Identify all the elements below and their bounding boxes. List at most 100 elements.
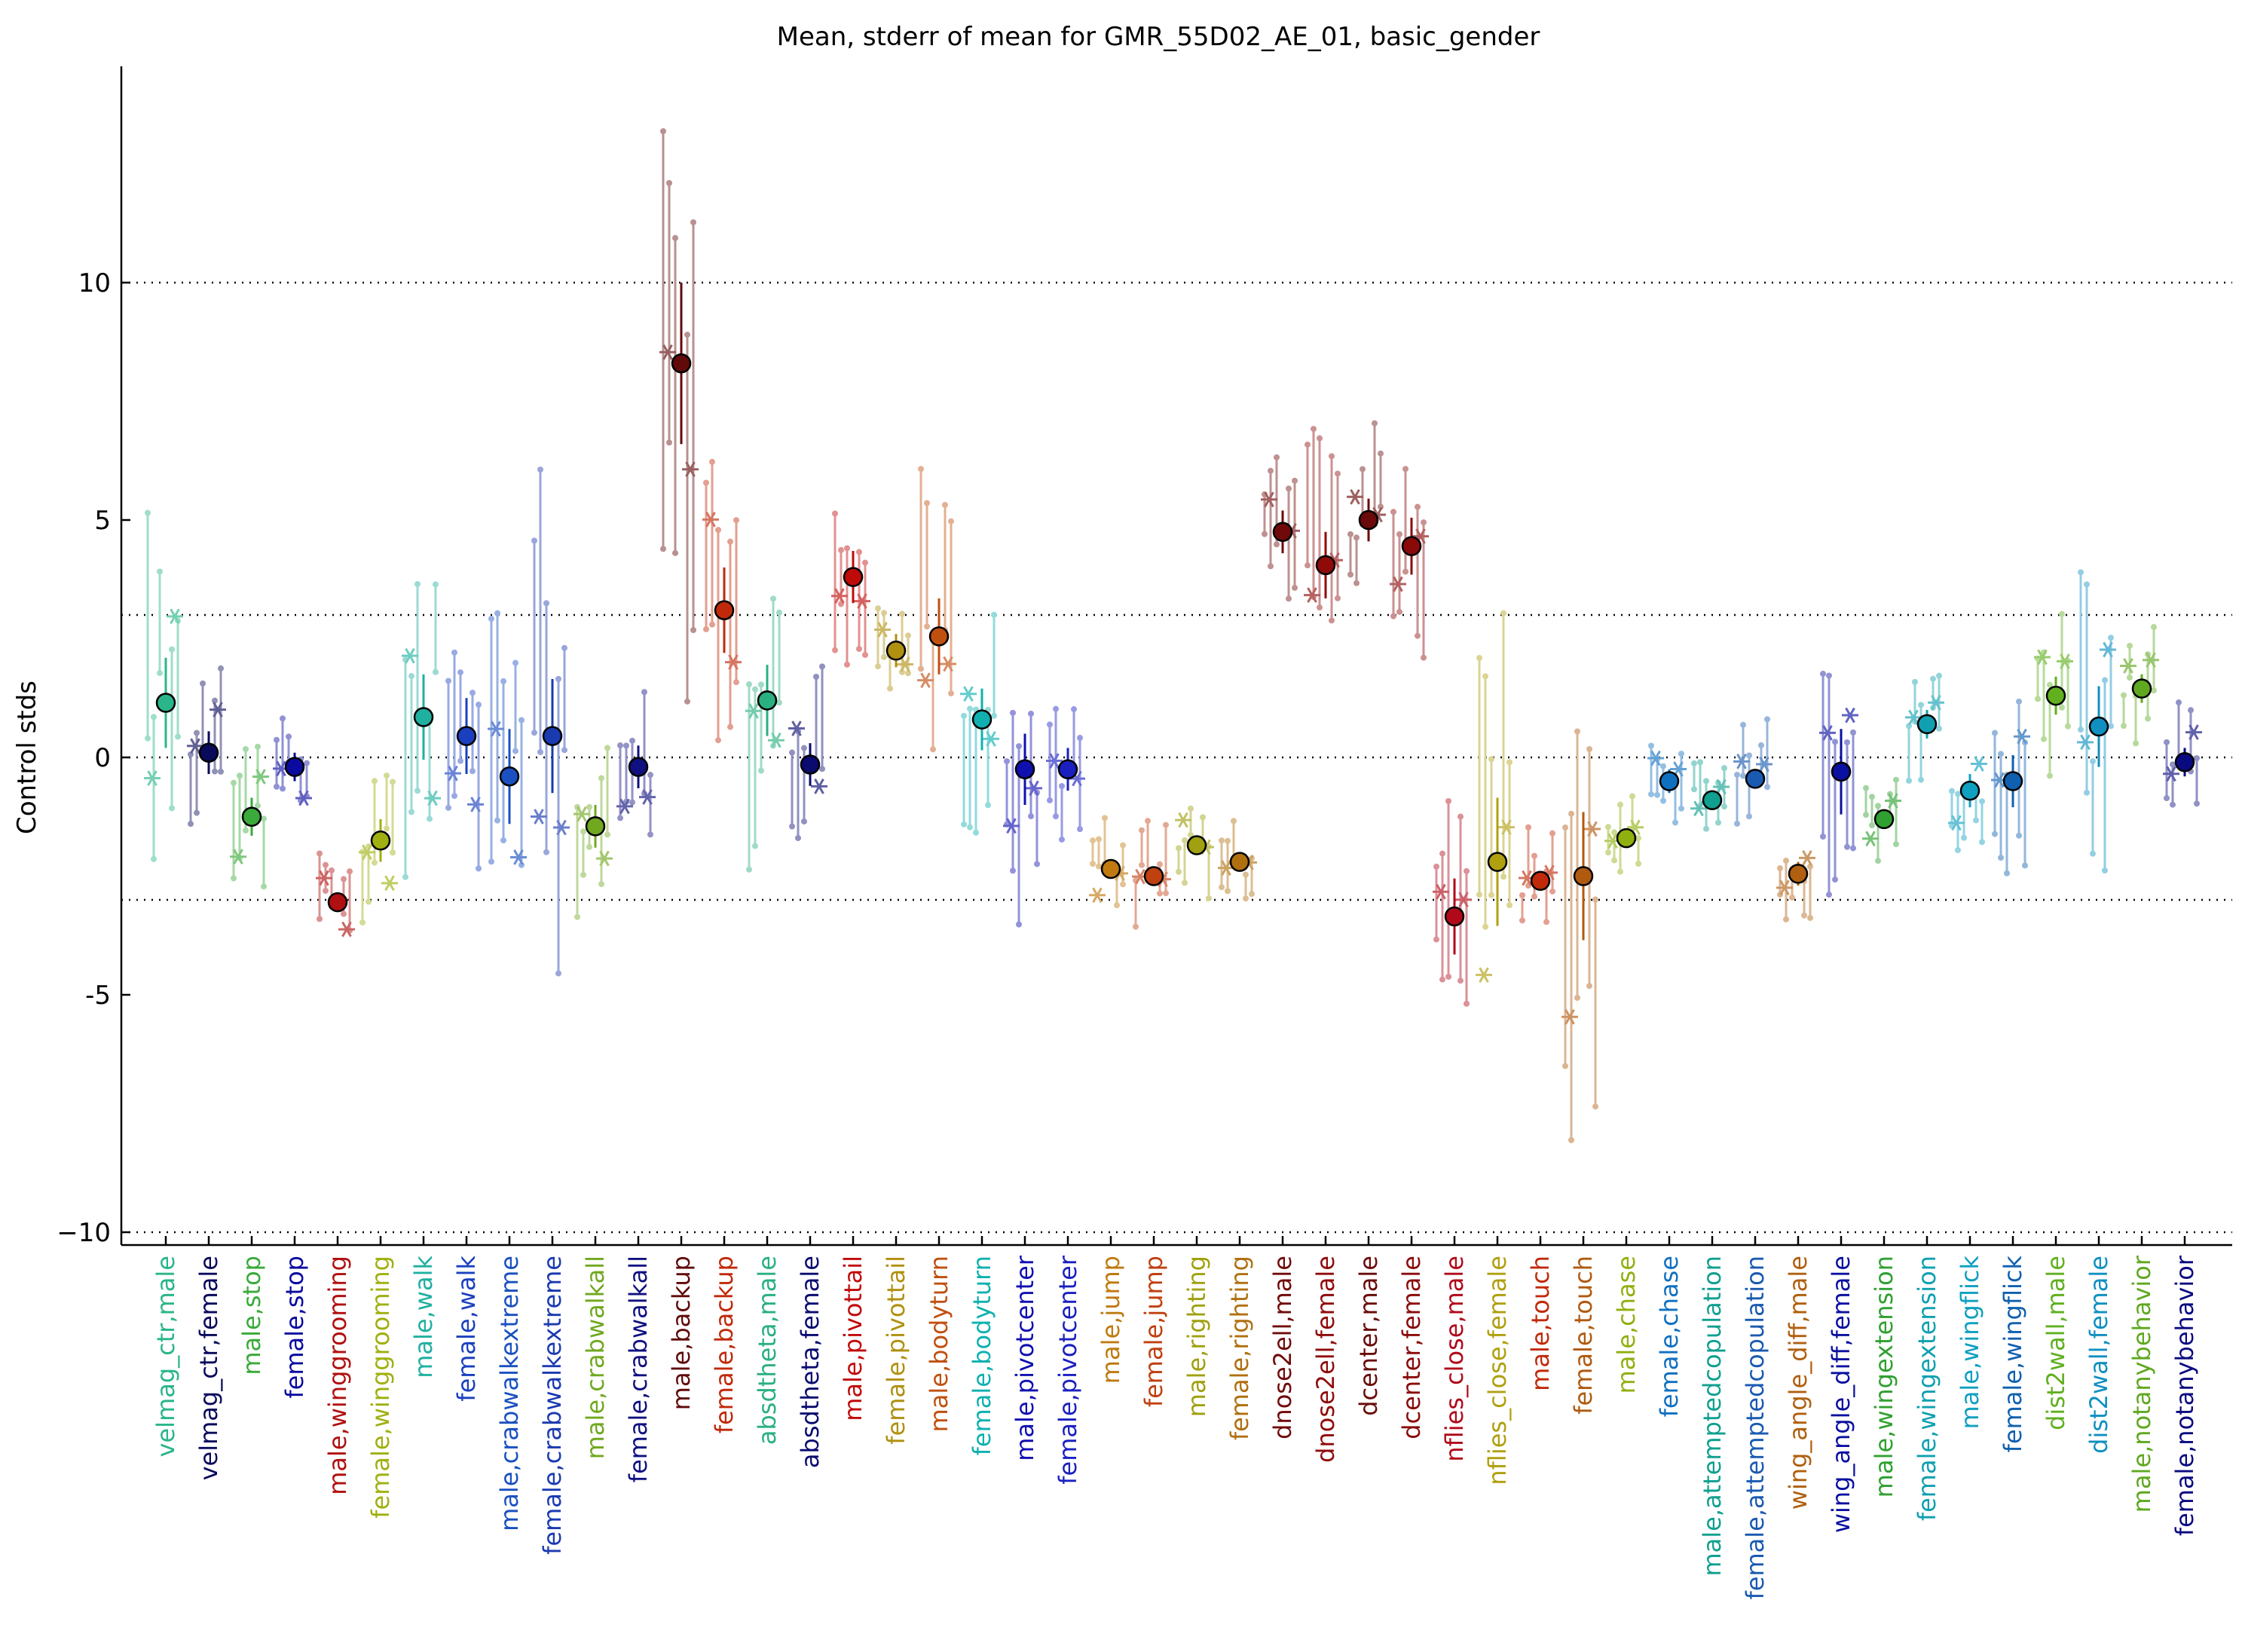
sample-point [789, 749, 795, 756]
sample-point [1120, 842, 1126, 849]
sample-point [2151, 623, 2157, 630]
mean-marker [284, 757, 305, 777]
sample-point [433, 581, 439, 588]
sample-point [1715, 819, 1721, 826]
sample-point [1353, 534, 1360, 541]
asterisk-stroke [877, 622, 888, 638]
mean-marker [1186, 835, 1207, 855]
asterisk-stroke [900, 656, 910, 672]
sample-point [967, 705, 973, 712]
sample-point [1672, 819, 1678, 826]
mean-marker [2045, 685, 2066, 706]
sample-point [752, 686, 758, 693]
sample-point [1998, 751, 2004, 757]
sample-point [660, 128, 666, 135]
x-tick-label: dist2wall,female [2084, 1256, 2113, 1454]
sample-point [1930, 675, 1936, 682]
sample-point [1936, 672, 1942, 679]
sample-point [1740, 772, 1746, 779]
sample-point [770, 595, 776, 602]
sample-point [1893, 841, 1899, 848]
mean-markers-layer [155, 353, 2195, 927]
sample-point [243, 827, 249, 834]
sample-point [1531, 893, 1537, 900]
sample-asterisk [1455, 892, 1472, 908]
sample-point [813, 674, 819, 681]
mean-marker [1530, 870, 1551, 892]
sample-point [512, 659, 518, 666]
mean-marker [1745, 769, 1766, 789]
asterisk-stroke [276, 760, 286, 777]
sample-point [2102, 867, 2108, 874]
mean-marker [2002, 771, 2023, 791]
sample-point [1347, 571, 1353, 578]
sample-asterisk [381, 875, 398, 892]
asterisk-stroke [1115, 865, 1125, 882]
sample-point [1163, 890, 1169, 897]
asterisk-stroke [642, 789, 653, 805]
sample-point [1635, 835, 1641, 842]
asterisk-stroke [705, 512, 716, 528]
sample-point [672, 549, 678, 556]
sample-point [2121, 692, 2127, 699]
sample-point [1519, 917, 1525, 924]
sample-point [703, 626, 709, 632]
sample-point [862, 559, 868, 566]
sample-point [819, 766, 825, 772]
sample-point [274, 736, 280, 743]
sample-point [1415, 632, 1421, 639]
asterisk-stroke [170, 608, 180, 625]
sample-asterisk [1304, 587, 1320, 603]
sample-point [341, 910, 347, 917]
x-tick-label: male,touch [1526, 1256, 1555, 1391]
asterisk-stroke [814, 779, 824, 794]
sample-point [2102, 677, 2108, 684]
sample-point [948, 518, 954, 525]
x-tick-label: female,crabwalkextreme [538, 1256, 567, 1555]
sample-point [1016, 921, 1022, 928]
sample-point [1568, 810, 1574, 817]
sample-point [280, 715, 286, 722]
sample-point [500, 837, 506, 844]
sample-point [1992, 831, 1998, 837]
sample-point [341, 876, 347, 883]
asterisk-stroke [1049, 753, 1060, 769]
sample-point [2145, 715, 2151, 722]
sample-point [1592, 896, 1598, 903]
sample-point [1090, 861, 1096, 867]
sample-point [924, 500, 930, 506]
x-tick-label: female,backup [710, 1256, 739, 1433]
asterisk-stroke [1736, 754, 1747, 769]
sample-point [875, 605, 881, 612]
sample-asterisk [897, 656, 913, 672]
sample-point [1605, 824, 1611, 831]
sample-asterisk [788, 720, 805, 736]
x-tick-label: male,crabwalkextreme [495, 1256, 524, 1531]
x-tick-labels: velmag_ctr,male velmag_ctr,female male,sto… [151, 1236, 2199, 1599]
sample-point [623, 742, 629, 749]
sample-asterisk [531, 809, 547, 824]
sample-point [1378, 450, 1384, 457]
sample-point [1145, 818, 1151, 824]
asterisk-stroke [1006, 818, 1017, 834]
mean-marker [327, 892, 348, 913]
sample-point [255, 743, 261, 750]
sample-point [862, 651, 868, 658]
sample-point [1433, 936, 1439, 943]
x-tick-label: wing_angle_diff,male [1784, 1256, 1812, 1510]
sample-point [2121, 723, 2127, 730]
sample-point [2090, 850, 2096, 857]
asterisk-stroke [1458, 892, 1469, 908]
sample-point [629, 799, 635, 806]
x-tick-label: female,wingflick [1999, 1256, 2027, 1453]
sample-point [414, 788, 421, 794]
x-tick-label: nflies_close,male [1440, 1256, 1469, 1462]
mean-marker [1487, 852, 1508, 872]
asterisk-stroke [1845, 707, 1855, 724]
sample-point [274, 783, 280, 790]
sample-point [329, 867, 335, 873]
sample-asterisk [467, 797, 484, 812]
asterisk-stroke [1779, 880, 1790, 896]
sample-point [1457, 813, 1464, 820]
